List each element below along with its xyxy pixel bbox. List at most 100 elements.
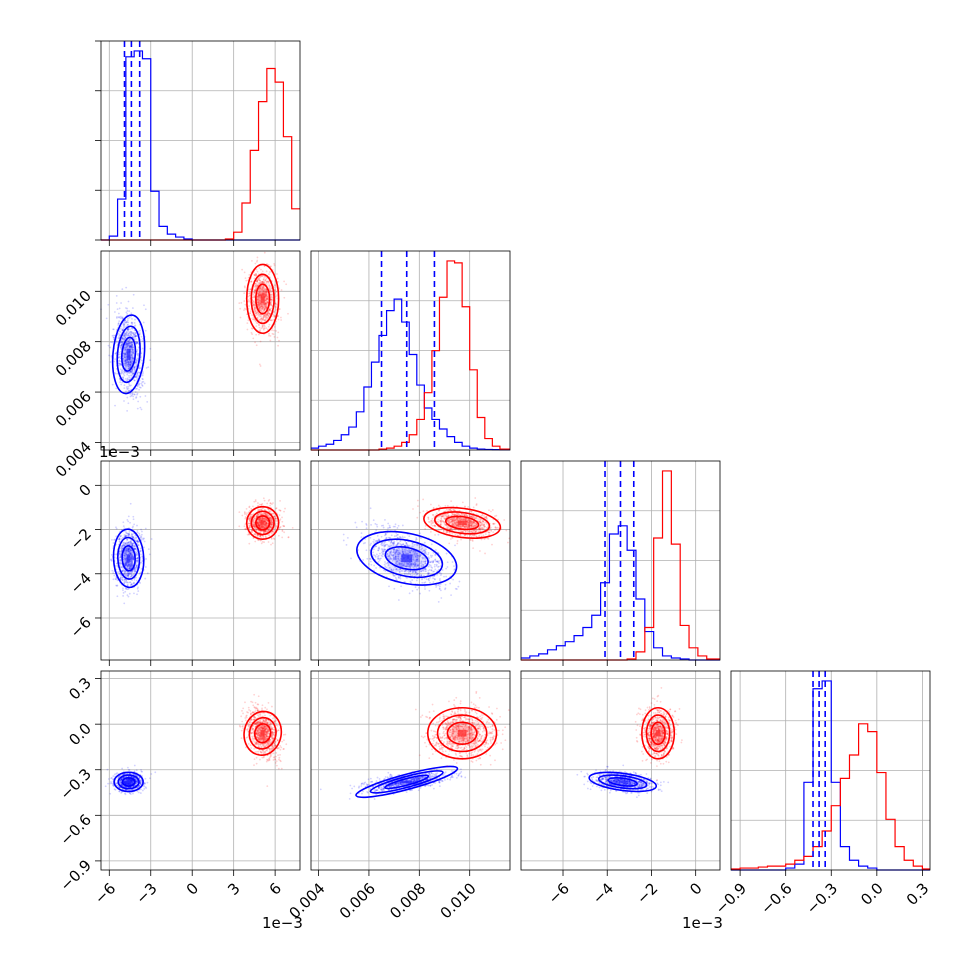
sample-point: [250, 280, 253, 283]
sample-point: [256, 279, 259, 282]
sample-point: [125, 343, 128, 346]
sample-point: [245, 507, 248, 510]
sample-point: [378, 559, 381, 561]
sample-point: [113, 574, 116, 577]
sample-point: [130, 332, 133, 335]
sample-point: [129, 333, 132, 336]
sample-point: [123, 333, 126, 336]
sample-point: [117, 356, 120, 359]
sample-point: [127, 329, 129, 332]
sample-point: [256, 317, 259, 319]
sample-point: [430, 543, 433, 546]
sample-point: [129, 502, 132, 505]
sample-point: [283, 280, 286, 283]
sample-point: [456, 540, 459, 542]
sample-point: [126, 329, 129, 331]
sample-point: [136, 524, 138, 527]
sample-point: [131, 357, 134, 360]
sample-point: [125, 311, 128, 314]
sample-point: [130, 370, 132, 373]
sample-point: [123, 370, 126, 373]
sample-point: [115, 302, 118, 304]
sample-point: [378, 539, 381, 542]
sample-point: [112, 578, 115, 581]
sample-point: [119, 363, 122, 366]
sample-point: [372, 551, 374, 554]
sample-point: [394, 574, 397, 577]
sample-point: [128, 367, 131, 369]
sample-point: [135, 362, 138, 364]
sample-point: [137, 371, 140, 374]
sample-point: [122, 591, 125, 594]
sample-point: [432, 581, 435, 583]
sample-point: [373, 564, 376, 567]
sample-point: [281, 520, 284, 523]
sample-point: [432, 561, 434, 564]
sample-point: [124, 587, 127, 590]
sample-point: [114, 352, 117, 355]
sample-point: [243, 292, 246, 295]
sample-point: [437, 504, 440, 507]
sample-point: [258, 323, 260, 326]
sample-point: [267, 541, 270, 543]
sample-point: [125, 359, 128, 362]
sample-point: [123, 356, 126, 359]
sample-point: [258, 509, 261, 511]
sample-point: [122, 352, 125, 355]
sample-point: [132, 351, 135, 354]
sample-point: [127, 328, 129, 331]
histogram-blue-series: [311, 298, 510, 451]
sample-point: [127, 365, 130, 367]
sample-point: [135, 396, 138, 398]
sample-point: [124, 359, 127, 362]
sample-point: [125, 365, 128, 368]
sample-point: [126, 538, 128, 541]
sample-point: [125, 331, 128, 334]
sample-point: [124, 337, 127, 340]
sample-point: [133, 592, 135, 595]
sample-point: [132, 518, 135, 521]
sample-point: [142, 321, 145, 324]
sample-point: [119, 556, 122, 559]
sample-point: [130, 350, 133, 353]
sample-point: [130, 371, 132, 374]
sample-point: [127, 576, 130, 579]
sample-point: [375, 553, 378, 556]
sample-point: [116, 334, 119, 336]
sample-point: [385, 562, 388, 565]
sample-point: [125, 361, 128, 364]
sample-point: [366, 557, 369, 560]
sample-point: [419, 592, 421, 595]
sample-point: [144, 308, 147, 311]
sample-point: [427, 569, 430, 572]
sample-point: [276, 336, 279, 339]
sample-point: [258, 267, 261, 269]
sample-point: [136, 373, 139, 376]
sample-point: [119, 378, 121, 381]
sample-point: [365, 527, 368, 530]
sample-point: [143, 382, 146, 385]
sample-point: [418, 587, 420, 589]
sample-point: [129, 363, 132, 366]
sample-point: [121, 317, 124, 320]
sample-point: [283, 531, 286, 534]
sample-point: [149, 347, 152, 350]
sample-point: [134, 335, 137, 337]
sample-point: [274, 305, 277, 308]
sample-point: [430, 523, 433, 526]
sample-point: [384, 565, 387, 568]
sample-point: [131, 323, 134, 325]
sample-point: [131, 321, 134, 324]
sample-point: [243, 300, 246, 302]
sample-point: [121, 336, 124, 339]
sample-point: [253, 517, 256, 520]
sample-point: [124, 365, 127, 368]
sample-point: [124, 332, 126, 335]
sample-point: [129, 341, 131, 344]
sample-point: [131, 354, 133, 357]
sample-point: [132, 350, 135, 353]
sample-point: [350, 557, 352, 560]
sample-point: [129, 345, 132, 348]
sample-point: [397, 542, 399, 544]
sample-point: [416, 499, 419, 502]
